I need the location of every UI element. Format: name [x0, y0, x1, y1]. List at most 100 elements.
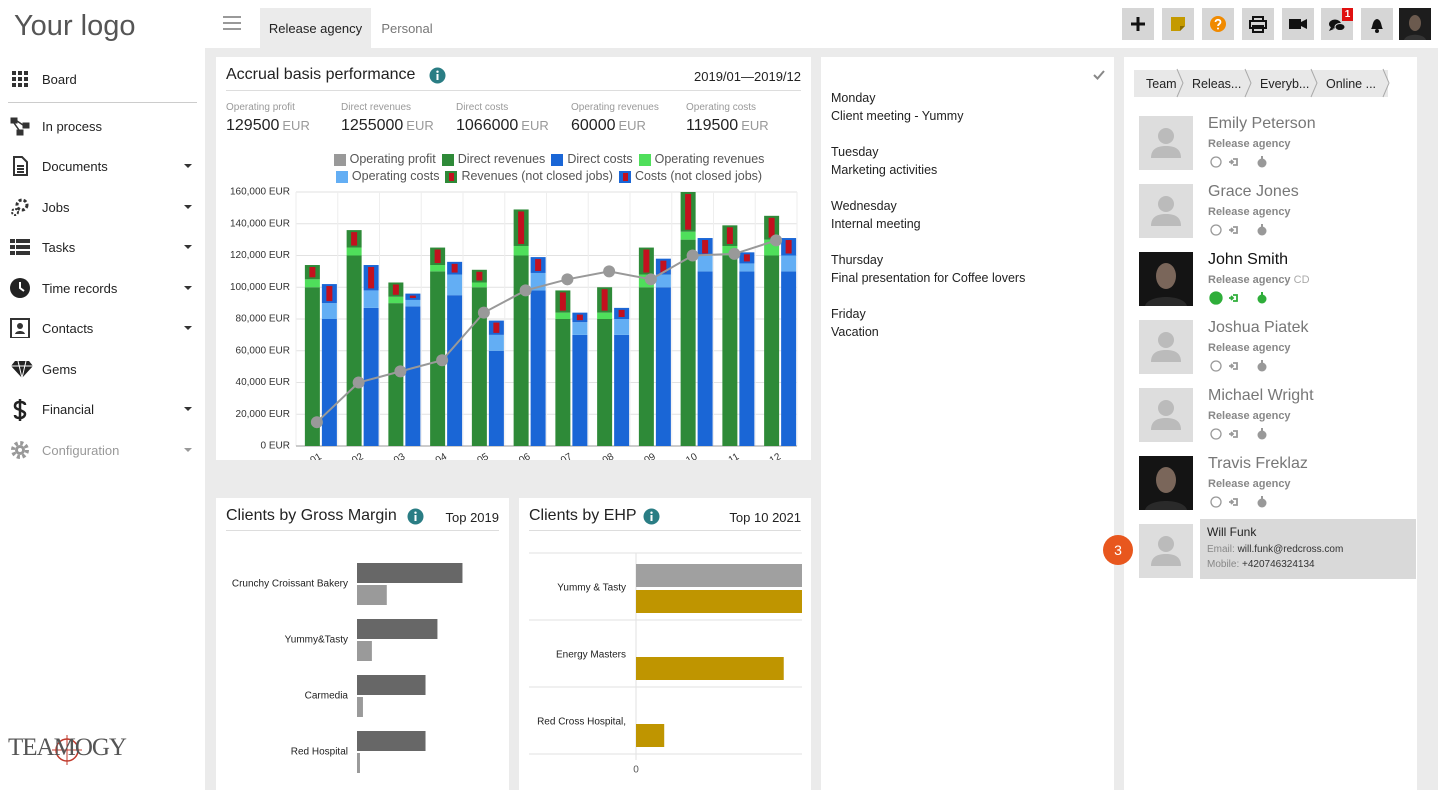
- legend-item: Operating profit: [333, 151, 436, 168]
- category-label: Red Cross Hospital,: [537, 717, 626, 728]
- icon: [11, 360, 33, 379]
- x-tick-label: 2019-12: [746, 451, 784, 460]
- add-button[interactable]: [1122, 8, 1154, 40]
- member-company: Release agency: [1208, 478, 1291, 490]
- member-company-row: Release agency: [1208, 206, 1291, 218]
- legend-item: Revenues (not closed jobs): [445, 168, 613, 185]
- bar-segment: [597, 312, 613, 319]
- user-avatar[interactable]: [1399, 8, 1431, 40]
- icon: [1371, 19, 1383, 33]
- menu-item[interactable]: Documents: [0, 151, 205, 181]
- avatar[interactable]: [1139, 116, 1193, 170]
- breadcrumb[interactable]: Online ...: [1316, 70, 1388, 97]
- info-icon[interactable]: [407, 508, 424, 525]
- kpi-value: 60000: [571, 117, 616, 134]
- bar-segment: [555, 312, 571, 319]
- y-tick-label: 140,000 EUR: [230, 218, 290, 229]
- timer-icon: [1257, 430, 1267, 440]
- menu-item[interactable]: In process: [0, 111, 205, 141]
- bar-segment: [405, 306, 421, 446]
- divider: [226, 530, 499, 531]
- kpi-label: Operating profit: [226, 102, 295, 113]
- menu-item[interactable]: Gems: [0, 354, 205, 384]
- chart: 0 Yummy & Tasty Energy Masters Red Cross Ho…: [529, 552, 802, 776]
- presence-icon: [1210, 428, 1222, 440]
- card-email[interactable]: will.funk@redcross.com: [1237, 544, 1344, 555]
- member-company: Release agency: [1208, 410, 1291, 422]
- menu-item[interactable]: Financial: [0, 394, 205, 424]
- caret: [184, 164, 192, 168]
- hamburger[interactable]: [223, 16, 241, 30]
- presence-icon: [1209, 291, 1223, 305]
- avatar-body: [1151, 146, 1181, 158]
- menu-item[interactable]: Contacts: [0, 313, 205, 343]
- legend-label: Costs (not closed jobs): [634, 169, 763, 183]
- bar-segment: [363, 307, 379, 446]
- kpi-unit: EUR: [282, 118, 310, 133]
- member-name: Michael Wright: [1208, 387, 1314, 404]
- timer-icon: [1257, 226, 1267, 236]
- tab[interactable]: Personal: [381, 20, 433, 36]
- segment-marker: [576, 314, 583, 321]
- menu-item[interactable]: Board: [0, 64, 205, 94]
- legend-swatch: [445, 170, 458, 183]
- kpi-value: 1255000: [341, 117, 404, 134]
- avatar[interactable]: [1139, 524, 1193, 578]
- bar: [357, 619, 438, 639]
- menu-item[interactable]: Configuration: [0, 435, 205, 465]
- avatar[interactable]: [1139, 184, 1193, 238]
- bell-button[interactable]: [1361, 8, 1393, 40]
- logo[interactable]: Your logo: [14, 10, 136, 42]
- kpi-unit: EUR: [741, 118, 769, 133]
- menu-item[interactable]: Tasks: [0, 232, 205, 262]
- breadcrumb[interactable]: Releas...: [1182, 70, 1250, 97]
- category-label: Crunchy Croissant Bakery: [232, 579, 348, 590]
- bar: [636, 564, 802, 587]
- category-label: Yummy&Tasty: [285, 635, 348, 646]
- member-company-row: Release agency CD: [1208, 274, 1310, 286]
- calendar-event: Internal meeting: [831, 217, 921, 231]
- legend-swatch: [441, 153, 454, 166]
- avatar[interactable]: [1139, 320, 1193, 374]
- menu-item[interactable]: Time records: [0, 273, 205, 303]
- bar: [357, 563, 463, 583]
- chat-button[interactable]: 1: [1321, 8, 1353, 40]
- video-button[interactable]: [1282, 8, 1314, 40]
- bar-segment: [471, 282, 487, 288]
- avatar[interactable]: [1139, 456, 1193, 510]
- bar: [357, 675, 426, 695]
- legend-label: Direct revenues: [457, 152, 546, 166]
- status-icons: [1209, 291, 1267, 305]
- breadcrumb[interactable]: Team: [1134, 70, 1182, 97]
- timer-knob: [1261, 360, 1263, 363]
- avatar-head: [1158, 128, 1174, 144]
- breadcrumb[interactable]: Everyb...: [1250, 70, 1316, 97]
- segment-marker: [601, 289, 608, 311]
- menu-label: Documents: [42, 158, 108, 174]
- bar-segment: [447, 295, 463, 446]
- calendar-day: Friday: [831, 307, 866, 321]
- tab[interactable]: Release agency: [260, 8, 371, 48]
- avatar[interactable]: [1139, 252, 1193, 306]
- timer-icon: [1257, 498, 1267, 508]
- line-point: [310, 416, 323, 429]
- menu-item[interactable]: Jobs: [0, 192, 205, 222]
- x-tick-label: 2019-08: [579, 451, 617, 460]
- caret: [184, 205, 192, 209]
- status-icons: [1210, 156, 1267, 168]
- accrual-panel: Accrual basis performance 2019/01—2019/1…: [216, 57, 811, 460]
- line-point: [644, 273, 657, 286]
- print-button[interactable]: [1242, 8, 1274, 40]
- icon: [11, 198, 29, 216]
- avatar[interactable]: [1139, 388, 1193, 442]
- icon: [10, 278, 30, 298]
- caret: [184, 407, 192, 411]
- info-icon[interactable]: [429, 67, 446, 84]
- info-icon[interactable]: [643, 508, 660, 525]
- check-icon[interactable]: [1093, 70, 1105, 80]
- bar: [636, 590, 802, 613]
- kpi: Operating profit 129500 EUR: [226, 102, 310, 135]
- calendar-entry: Monday Client meeting - Yummy: [831, 89, 963, 125]
- notes-button[interactable]: [1162, 8, 1194, 40]
- help-button[interactable]: [1202, 8, 1234, 40]
